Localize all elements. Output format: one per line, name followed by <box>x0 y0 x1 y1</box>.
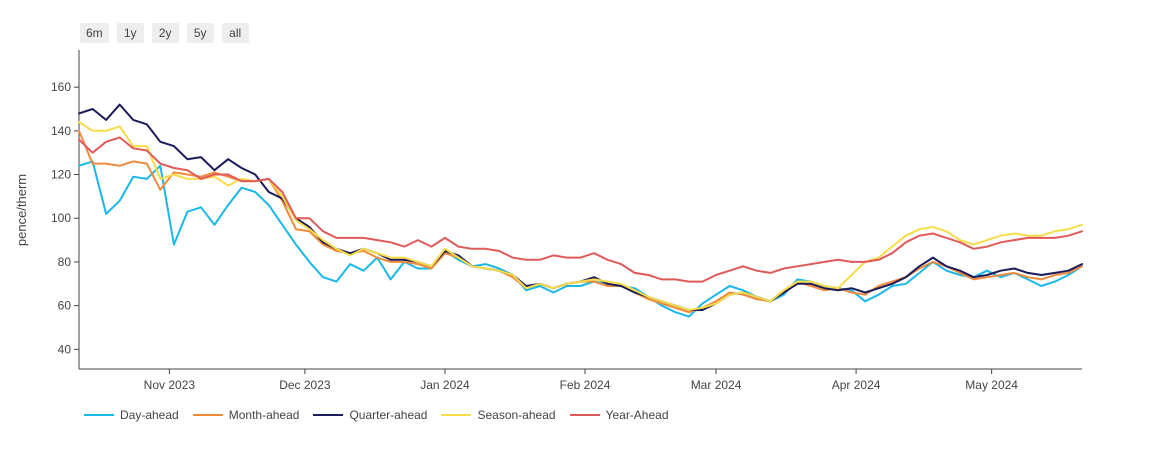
range-1y-button[interactable]: 1y <box>116 23 144 43</box>
legend-label: Month-ahead <box>228 408 300 422</box>
y-tick-label: 100 <box>51 211 71 225</box>
series-line-season-ahead[interactable] <box>78 121 1083 311</box>
y-tick-label: 60 <box>58 299 72 313</box>
range-5y-button[interactable]: 5y <box>186 23 214 43</box>
y-tick-label: 80 <box>58 255 72 269</box>
series-line-quarter-ahead[interactable] <box>78 103 1083 311</box>
series-line-day-ahead[interactable] <box>78 160 1083 318</box>
y-axis: 40 60 80 100 120 140 160 <box>51 50 80 369</box>
legend-swatch <box>441 414 472 416</box>
y-tick-label: 120 <box>51 168 71 182</box>
y-tick-label: 140 <box>51 124 71 138</box>
legend-label: Quarter-ahead <box>349 408 428 422</box>
x-tick-label: Nov 2023 <box>144 378 196 392</box>
legend-swatch <box>313 414 344 416</box>
legend-swatch <box>569 414 600 416</box>
legend-item-month-ahead[interactable]: Month-ahead <box>192 408 300 422</box>
legend-swatch <box>84 414 114 416</box>
range-6m-button[interactable]: 6m <box>80 23 109 43</box>
series-line-year-ahead[interactable] <box>78 136 1083 283</box>
x-tick-label: Dec 2023 <box>279 378 331 392</box>
legend-swatch <box>192 414 223 416</box>
x-tick-label: May 2024 <box>965 378 1018 392</box>
y-tick-label: 40 <box>58 342 72 356</box>
chart-legend: Day-ahead Month-ahead Quarter-ahead Season-… <box>84 408 669 422</box>
legend-label: Season-ahead <box>477 408 556 422</box>
legend-item-quarter-ahead[interactable]: Quarter-ahead <box>313 408 427 422</box>
range-all-button[interactable]: all <box>221 23 249 43</box>
x-tick-label: Apr 2024 <box>832 378 881 392</box>
range-selector: 6m 1y 2y 5y all <box>80 23 249 43</box>
legend-item-year-ahead[interactable]: Year-Ahead <box>569 408 669 422</box>
range-2y-button[interactable]: 2y <box>151 23 179 43</box>
legend-label: Day-ahead <box>120 408 179 422</box>
legend-item-day-ahead[interactable]: Day-ahead <box>84 408 179 422</box>
x-axis: Nov 2023 Dec 2023 Jan 2024 Feb 2024 Mar 2024… <box>79 368 1082 392</box>
y-tick-label: 160 <box>51 80 71 94</box>
x-tick-label: Feb 2024 <box>560 378 611 392</box>
x-tick-label: Mar 2024 <box>691 378 742 392</box>
plot-area <box>78 103 1083 318</box>
x-tick-label: Jan 2024 <box>420 378 470 392</box>
legend-item-season-ahead[interactable]: Season-ahead <box>441 408 556 422</box>
y-axis-title: pence/therm <box>14 174 29 246</box>
legend-label: Year-Ahead <box>605 408 669 422</box>
